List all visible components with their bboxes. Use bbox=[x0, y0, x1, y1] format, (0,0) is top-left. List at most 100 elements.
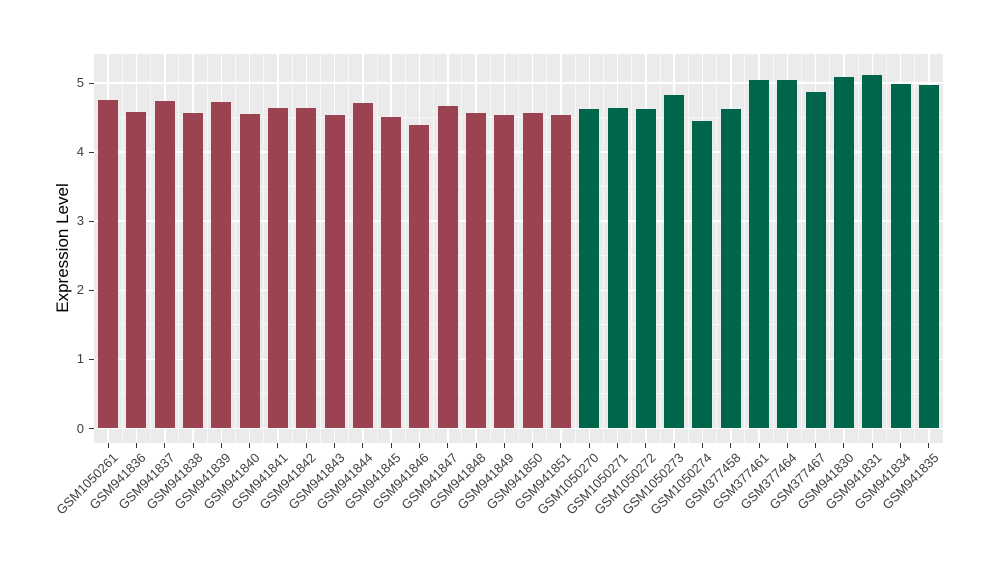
grid-minor-v bbox=[602, 54, 604, 443]
grid-minor-h bbox=[94, 324, 943, 326]
grid-minor-v bbox=[178, 54, 180, 443]
grid-minor-v bbox=[433, 54, 435, 443]
bar bbox=[154, 100, 175, 429]
y-tick-label: 3 bbox=[76, 213, 84, 229]
y-tick-mark bbox=[89, 220, 94, 222]
x-tick-mark bbox=[192, 443, 194, 448]
bar bbox=[211, 102, 232, 429]
grid-minor-v bbox=[348, 54, 350, 443]
bar bbox=[635, 109, 656, 429]
bar bbox=[466, 113, 487, 429]
bar bbox=[98, 100, 119, 429]
y-tick-label: 4 bbox=[76, 144, 84, 160]
grid-minor-v bbox=[121, 54, 123, 443]
grid-minor-h bbox=[94, 393, 943, 395]
x-tick-mark bbox=[390, 443, 392, 448]
grid-minor-h bbox=[94, 255, 943, 257]
y-tick-mark bbox=[89, 428, 94, 429]
grid-minor-v bbox=[914, 54, 916, 443]
x-tick-mark bbox=[871, 443, 873, 448]
x-tick-mark bbox=[645, 443, 647, 448]
grid-minor-v bbox=[404, 54, 406, 443]
x-tick-mark bbox=[928, 443, 930, 448]
grid-minor-v bbox=[631, 54, 633, 443]
grid-major-h bbox=[94, 220, 943, 222]
grid-minor-v bbox=[206, 54, 208, 443]
bar bbox=[862, 74, 883, 429]
bar bbox=[324, 115, 345, 429]
x-tick-mark bbox=[843, 443, 845, 448]
bar bbox=[381, 116, 402, 429]
y-tick-label: 1 bbox=[76, 351, 84, 367]
grid-minor-v bbox=[801, 54, 802, 443]
bar bbox=[267, 107, 288, 429]
bar bbox=[409, 125, 430, 429]
bar bbox=[239, 114, 260, 429]
grid-major-h bbox=[94, 427, 943, 430]
grid-minor-v bbox=[716, 54, 718, 443]
bar bbox=[522, 112, 543, 429]
grid-minor-v bbox=[772, 54, 774, 443]
bar bbox=[749, 79, 770, 429]
grid-minor-h bbox=[94, 186, 943, 188]
bar bbox=[437, 106, 458, 429]
bar bbox=[126, 112, 147, 429]
bar bbox=[183, 112, 204, 429]
x-tick-mark bbox=[135, 443, 137, 448]
x-tick-mark bbox=[107, 443, 109, 448]
grid-minor-v bbox=[546, 54, 548, 443]
x-tick-mark bbox=[758, 443, 760, 448]
bar bbox=[918, 85, 939, 429]
grid-minor-v bbox=[857, 54, 859, 443]
x-tick-mark bbox=[334, 443, 336, 448]
bar bbox=[494, 114, 515, 429]
y-tick-mark bbox=[89, 358, 94, 360]
x-tick-mark bbox=[249, 443, 251, 448]
x-tick-mark bbox=[164, 443, 166, 448]
y-tick-mark bbox=[89, 82, 94, 84]
x-tick-mark bbox=[447, 443, 449, 448]
x-tick-mark bbox=[786, 443, 788, 448]
x-tick-mark bbox=[305, 443, 307, 448]
bar bbox=[352, 103, 373, 429]
bar bbox=[890, 83, 911, 429]
x-tick-mark bbox=[503, 443, 505, 448]
grid-major-h bbox=[94, 82, 943, 84]
bar bbox=[692, 121, 713, 429]
grid-minor-v bbox=[687, 54, 689, 443]
bar bbox=[833, 77, 854, 429]
bar bbox=[296, 107, 317, 429]
bar bbox=[550, 114, 571, 429]
x-tick-mark bbox=[701, 443, 703, 448]
x-tick-mark bbox=[900, 443, 902, 448]
y-tick-label: 5 bbox=[76, 75, 84, 90]
grid-minor-v bbox=[376, 54, 378, 443]
grid-minor-h bbox=[94, 117, 943, 119]
grid-minor-v bbox=[885, 54, 887, 443]
bar bbox=[805, 91, 826, 429]
grid-minor-v bbox=[744, 54, 746, 443]
grid-minor-v bbox=[291, 54, 293, 443]
grid-minor-v bbox=[263, 54, 265, 443]
x-tick-mark bbox=[617, 443, 619, 448]
x-tick-mark bbox=[362, 443, 364, 448]
x-tick-mark bbox=[815, 443, 817, 448]
grid-minor-v bbox=[489, 54, 491, 443]
grid-major-h bbox=[94, 289, 943, 292]
y-tick-mark bbox=[89, 289, 94, 291]
bar bbox=[607, 107, 628, 429]
grid-minor-v bbox=[829, 54, 831, 443]
x-tick-mark bbox=[277, 443, 279, 448]
grid-minor-v bbox=[150, 54, 152, 443]
plot-panel bbox=[94, 54, 943, 443]
x-tick-mark bbox=[532, 443, 534, 448]
grid-major-h bbox=[94, 151, 943, 153]
grid-minor-v bbox=[319, 54, 321, 443]
y-tick-label: 0 bbox=[76, 420, 84, 436]
grid-minor-v bbox=[518, 54, 519, 443]
x-tick-mark bbox=[220, 443, 222, 448]
grid-major-h bbox=[94, 358, 943, 361]
bar bbox=[579, 109, 600, 429]
grid-minor-v bbox=[659, 54, 661, 443]
